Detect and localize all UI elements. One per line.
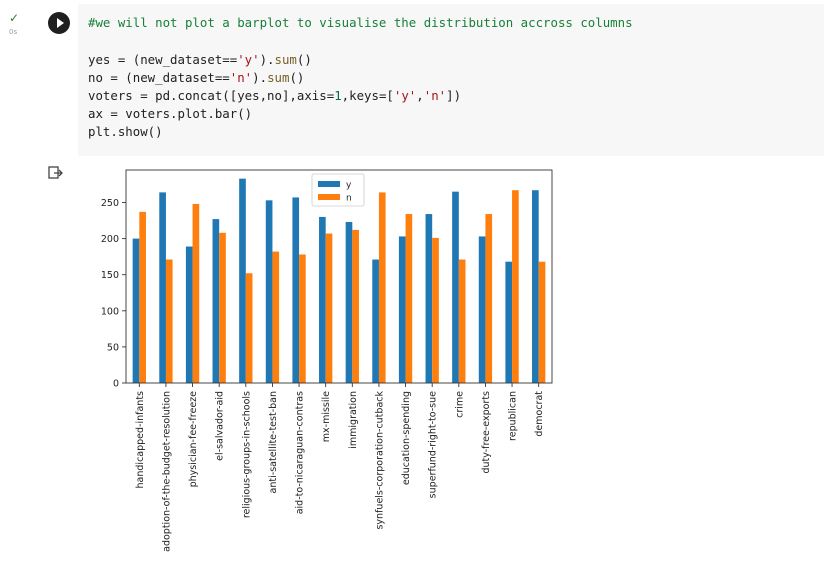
bar-n-adoption-of-the-budget-resolution (165, 259, 173, 383)
bar-n-handicapped-infants (139, 211, 146, 383)
x-tick-label: republican (508, 391, 519, 441)
bar-n-democrat (538, 261, 546, 383)
code-editor[interactable]: #we will not plot a barplot to visualise… (78, 4, 824, 156)
legend-swatch-n (318, 194, 340, 200)
code-line-yes: yes = (new_dataset=='y').sum() (88, 52, 312, 67)
bar-n-synfuels-corporation-cutback (378, 192, 386, 383)
x-tick-label: duty-free-exports (481, 391, 492, 474)
bar-y-religious-groups-in-schools (239, 178, 246, 383)
code-line-no: no = (new_dataset=='n').sum() (88, 70, 305, 85)
x-tick-label: democrat (534, 391, 545, 437)
x-tick-label: crime (454, 391, 465, 418)
bar-n-education-spending (405, 214, 413, 383)
legend-swatch-y (318, 181, 340, 187)
plot-frame (125, 169, 553, 384)
bar-y-education-spending (398, 236, 406, 383)
execution-time: 0s (9, 28, 18, 36)
bar-n-el-salvador-aid (219, 232, 226, 383)
legend-label-y: y (346, 181, 352, 191)
check-icon: ✓ (9, 11, 20, 25)
bar-y-anti-satellite-test-ban (265, 200, 273, 383)
bar-n-mx-missile (325, 233, 333, 383)
output-redirect-icon[interactable] (48, 166, 64, 180)
legend-label-n: n (346, 194, 352, 204)
bar-y-adoption-of-the-budget-resolution (159, 192, 166, 383)
x-tick-label: anti-satellite-test-ban (268, 391, 279, 493)
bar-y-mx-missile (319, 216, 326, 383)
code-comment: #we will not plot a barplot to visualise… (88, 15, 633, 30)
bar-y-synfuels-corporation-cutback (372, 259, 379, 383)
bar-y-superfund-right-to-sue (425, 214, 433, 383)
x-tick-label: mx-missile (321, 391, 332, 442)
bar-chart: 0 50 100 150 200 250 handicapped-infants adopti… (101, 169, 553, 552)
bar-y-physician-fee-freeze (185, 246, 193, 383)
x-tick-label: el-salvador-aid (215, 391, 226, 461)
code-line-ax: ax = voters.plot.bar() (88, 106, 253, 121)
legend-box (311, 173, 365, 207)
y-tick-label: 200 (101, 234, 119, 245)
bar-y-immigration (345, 221, 353, 383)
y-tick-label: 100 (101, 306, 119, 317)
bar-y-el-salvador-aid (212, 219, 220, 383)
play-icon (56, 18, 64, 28)
x-tick-label: education-spending (401, 391, 412, 485)
y-tick-label: 50 (107, 342, 119, 353)
x-tick-label: adoption-of-the-budget-resolution (161, 391, 172, 552)
y-tick-label: 250 (101, 198, 119, 209)
bar-n-republican (512, 190, 519, 383)
x-tick-label: synfuels-corporation-cutback (374, 391, 385, 530)
x-tick-label: superfund-right-to-sue (428, 391, 439, 498)
x-tick-label: aid-to-nicaraguan-contras (295, 391, 306, 514)
bar-y-crime (452, 191, 459, 383)
x-tick-label: religious-groups-in-schools (241, 391, 252, 518)
bar-y-duty-free-exports (478, 236, 486, 383)
bar-n-crime (458, 259, 466, 383)
x-tick-label: physician-fee-freeze (188, 391, 199, 488)
bar-n-duty-free-exports (485, 214, 493, 383)
bar-n-anti-satellite-test-ban (272, 251, 280, 383)
bar-y-republican (505, 261, 513, 383)
bar-n-physician-fee-freeze (192, 203, 200, 383)
y-tick-label: 0 (113, 379, 119, 390)
bar-y-aid-to-nicaraguan-contras (292, 197, 300, 383)
run-cell-button[interactable] (48, 12, 70, 34)
code-line-show: plt.show() (88, 124, 163, 139)
bar-n-religious-groups-in-schools (245, 273, 253, 383)
bar-n-immigration (352, 229, 359, 383)
bar-n-aid-to-nicaraguan-contras (299, 254, 306, 383)
bar-y-handicapped-infants (132, 238, 140, 383)
code-line-voters: voters = pd.concat([yes,no],axis=1,keys=… (88, 88, 462, 103)
cell-gutter: ✓ 0s (0, 0, 28, 571)
bar-y-democrat (532, 190, 539, 383)
y-tick-label: 150 (101, 270, 119, 281)
bar-n-superfund-right-to-sue (432, 237, 439, 383)
x-tick-label: handicapped-infants (135, 391, 146, 489)
x-tick-label: immigration (348, 391, 359, 449)
